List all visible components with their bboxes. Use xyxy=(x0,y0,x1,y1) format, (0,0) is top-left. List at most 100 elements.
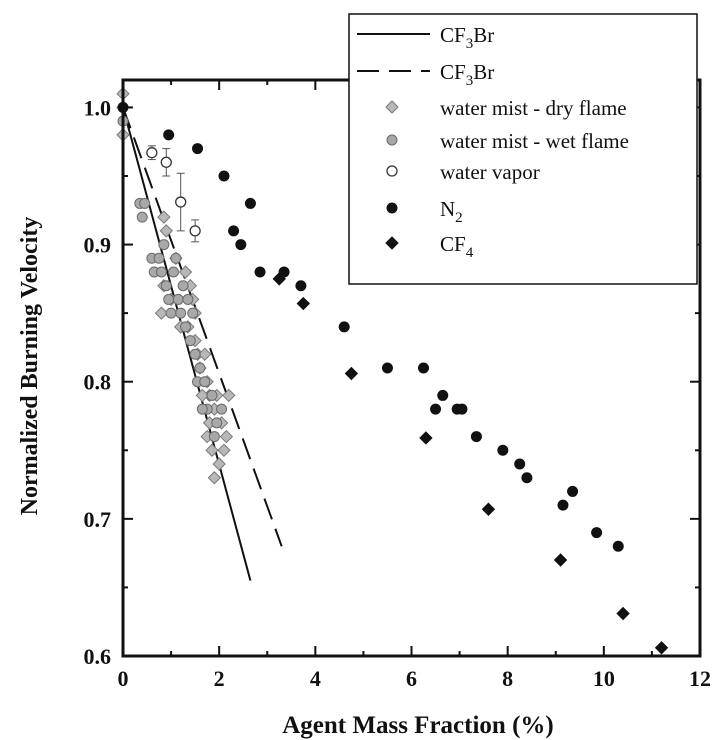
data-point xyxy=(160,156,172,168)
data-point xyxy=(189,225,201,237)
legend: CF3Br CF3Br water mist - dry flame water mi… xyxy=(348,13,698,285)
data-point xyxy=(175,196,187,208)
legend-marker xyxy=(385,100,399,114)
data-point xyxy=(216,403,228,415)
data-point xyxy=(521,472,533,484)
data-point xyxy=(207,471,222,485)
data-point xyxy=(170,252,182,264)
data-point xyxy=(344,366,359,381)
data-point xyxy=(194,362,206,374)
legend-label: CF4 xyxy=(440,232,474,261)
data-point xyxy=(199,376,211,388)
data-point xyxy=(497,444,509,456)
data-point xyxy=(553,553,568,567)
x-tick-label: 12 xyxy=(689,666,711,691)
cf3br-line xyxy=(122,107,283,547)
data-point xyxy=(217,443,231,457)
data-point xyxy=(180,321,192,333)
legend-label: CF3Br xyxy=(440,23,494,52)
data-point xyxy=(184,335,196,347)
y-tick-label: 0.9 xyxy=(84,233,112,258)
data-point xyxy=(244,197,256,209)
data-point xyxy=(481,502,496,516)
series-1 xyxy=(122,107,283,547)
data-point xyxy=(192,143,204,155)
legend-marker xyxy=(386,165,398,177)
data-point xyxy=(557,499,569,511)
data-point xyxy=(205,443,219,457)
data-point xyxy=(198,347,212,361)
data-point xyxy=(146,147,158,159)
data-point xyxy=(235,239,247,251)
data-point xyxy=(254,266,266,278)
data-point xyxy=(175,307,187,319)
data-point xyxy=(208,431,220,443)
data-point xyxy=(456,403,468,415)
x-tick-label: 10 xyxy=(593,666,615,691)
data-point xyxy=(419,431,433,445)
data-point xyxy=(165,307,177,319)
data-point xyxy=(654,641,669,655)
series-4 xyxy=(146,145,201,243)
data-point xyxy=(177,280,189,292)
y-tick-label: 0.8 xyxy=(84,370,112,395)
data-point xyxy=(160,280,172,292)
series-5 xyxy=(117,101,624,552)
legend-marker xyxy=(386,134,398,146)
data-point xyxy=(167,266,179,278)
data-point xyxy=(612,540,624,552)
y-tick-label: 1.0 xyxy=(84,95,112,120)
data-point xyxy=(616,606,630,621)
data-point xyxy=(178,265,193,279)
legend-label: water mist - dry flame xyxy=(440,96,627,120)
series-3 xyxy=(117,115,228,443)
y-tick-label: 0.7 xyxy=(84,507,112,532)
data-point xyxy=(155,266,167,278)
data-point xyxy=(182,293,194,305)
data-point xyxy=(196,403,208,415)
x-axis-title: Agent Mass Fraction (%) xyxy=(282,712,553,739)
data-point xyxy=(189,348,201,360)
data-point xyxy=(514,458,526,470)
data-point xyxy=(272,272,286,286)
data-point xyxy=(591,527,603,539)
data-point xyxy=(136,211,148,223)
legend-label: water vapor xyxy=(440,160,540,184)
data-point xyxy=(139,197,151,209)
data-point xyxy=(153,252,165,264)
data-point xyxy=(219,429,234,444)
data-point xyxy=(206,389,218,401)
data-point xyxy=(163,129,175,141)
data-point xyxy=(195,388,210,403)
y-axis-title: Normalized Burning Velocity xyxy=(17,217,43,516)
x-tick-label: 8 xyxy=(502,666,513,691)
legend-marker xyxy=(386,202,398,214)
data-point xyxy=(154,306,169,320)
data-point xyxy=(157,210,171,224)
data-point xyxy=(212,457,226,471)
data-point xyxy=(222,388,236,403)
data-point xyxy=(296,296,311,311)
data-point xyxy=(338,321,350,333)
data-point xyxy=(158,239,170,251)
legend-marker xyxy=(385,236,399,250)
legend-label: N2 xyxy=(440,197,463,226)
series-6 xyxy=(272,272,669,655)
data-point xyxy=(172,293,184,305)
data-point xyxy=(430,403,442,415)
y-tick-label: 0.6 xyxy=(84,644,112,669)
x-tick-label: 0 xyxy=(118,666,129,691)
plot-area xyxy=(116,87,669,655)
data-point xyxy=(418,362,430,374)
data-point xyxy=(228,225,240,237)
legend-box xyxy=(348,13,698,285)
data-point xyxy=(187,307,199,319)
x-tick-label: 4 xyxy=(310,666,321,691)
legend-label: water mist - wet flame xyxy=(440,129,629,153)
x-tick-label: 2 xyxy=(214,666,225,691)
data-point xyxy=(381,362,393,374)
data-point xyxy=(163,293,175,305)
legend-label: CF3Br xyxy=(440,60,494,89)
data-point xyxy=(437,389,449,401)
